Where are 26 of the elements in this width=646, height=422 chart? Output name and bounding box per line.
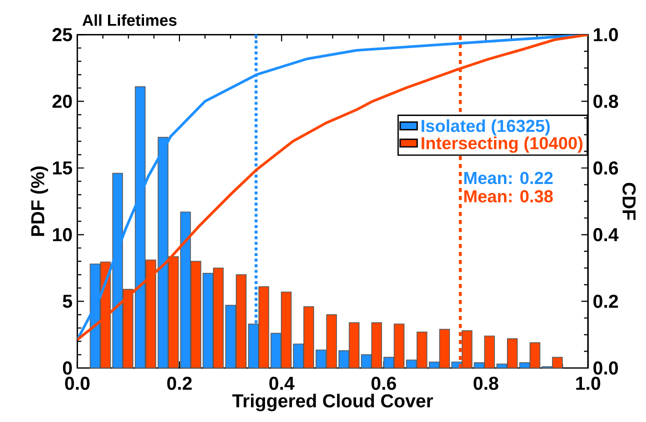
x-axis-title: Triggered Cloud Cover — [232, 394, 433, 412]
annotation: Mean: 0.22 — [464, 172, 553, 184]
x-tick-label: 0.8 — [474, 376, 498, 390]
y2-tick-label: 1.0 — [594, 28, 618, 42]
x-tick-label: 0.2 — [167, 376, 192, 390]
y-tick-label: 10 — [53, 228, 72, 242]
y-tick-label: 0 — [62, 361, 72, 375]
y2-tick-label: 0.4 — [593, 228, 619, 242]
y2-tick-label: 0.2 — [593, 294, 618, 308]
x-tick-label: 0.4 — [269, 376, 294, 390]
x-tick-label: 1.0 — [576, 376, 600, 390]
y-tick-label: 5 — [62, 294, 72, 308]
y2-tick-label: 0.0 — [593, 361, 618, 375]
y-tick-label: 25 — [52, 28, 72, 42]
y-tick-label: 20 — [52, 94, 72, 108]
y2-tick-label: 0.8 — [593, 94, 618, 108]
x-tick-label: 0.0 — [65, 376, 90, 390]
legend-label: Isolated (16325) — [422, 119, 550, 136]
x-tick-label: 0.6 — [371, 376, 396, 390]
annotation: Mean: 0.38 — [464, 190, 553, 202]
y-tick-label: 15 — [53, 161, 72, 175]
chart-title: All Lifetimes — [82, 14, 177, 26]
legend-label: Intersecting (10400) — [422, 136, 582, 153]
y2-axis-title: CDF — [622, 182, 636, 220]
y2-tick-label: 0.6 — [593, 161, 618, 175]
y-axis-title: PDF (%) — [30, 166, 48, 236]
